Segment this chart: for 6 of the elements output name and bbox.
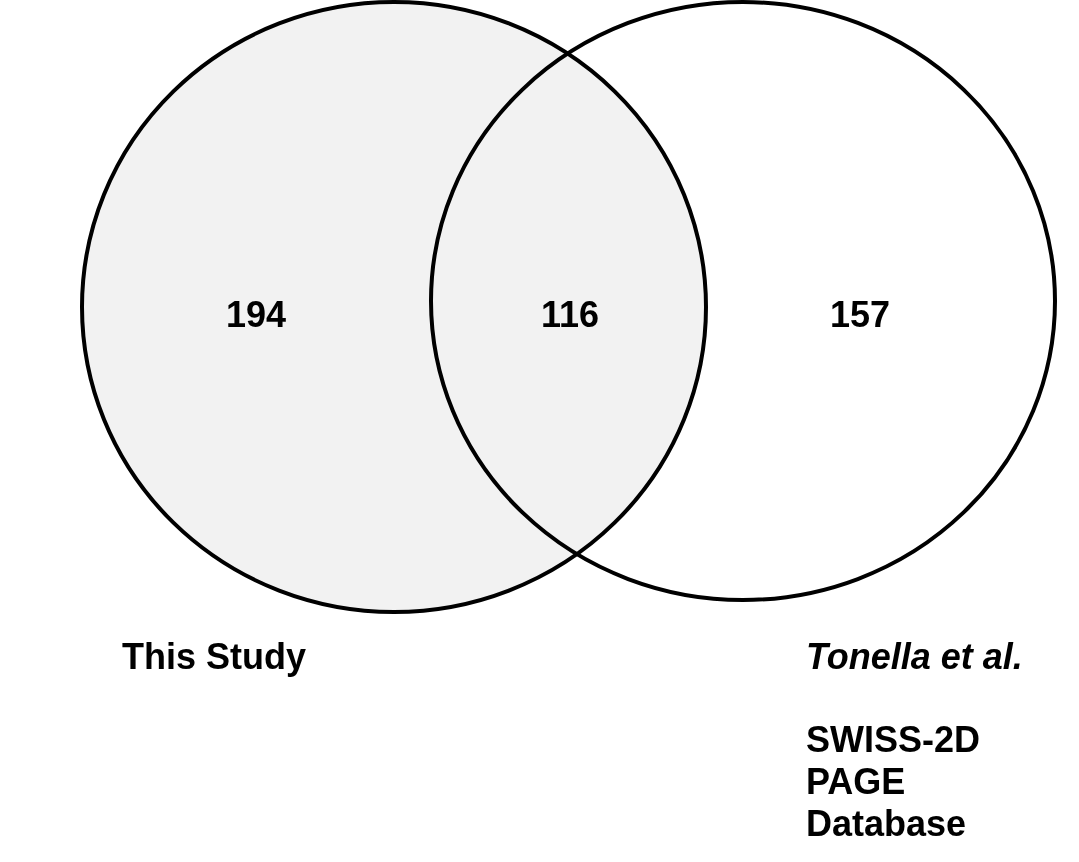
data-label: 194 — [225, 293, 287, 335]
data-label: 116 — [540, 293, 600, 335]
data-label: 157 — [829, 293, 891, 335]
text: Tonella et al. — [806, 635, 1023, 677]
text: This Study — [122, 635, 307, 677]
text: SWISS-2D PAGE Database — [806, 718, 981, 844]
